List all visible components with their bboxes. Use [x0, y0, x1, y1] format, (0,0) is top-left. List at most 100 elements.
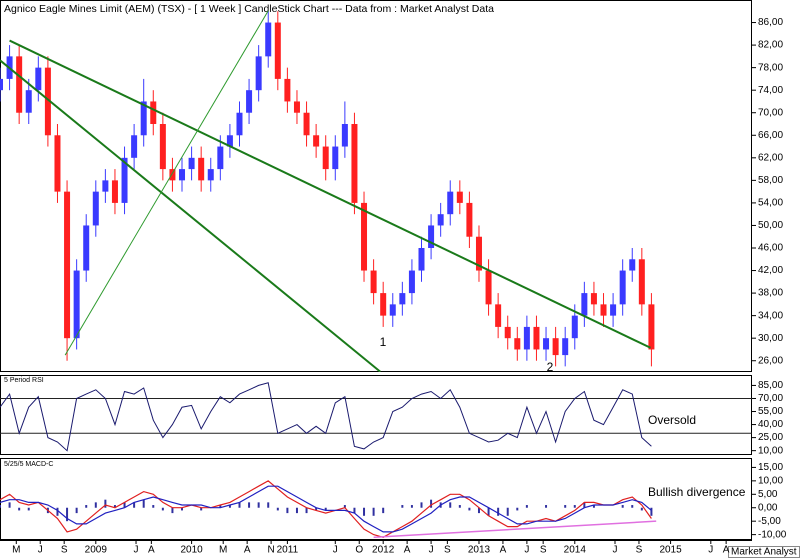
candle-body: [361, 202, 368, 271]
candle-body: [64, 191, 71, 339]
x-tick-label: O: [355, 545, 363, 556]
rsi-label: 5 Period RSI: [4, 377, 44, 384]
x-tick-label: J: [333, 545, 338, 556]
candle-body: [638, 259, 645, 305]
y-tick-label: 25,00: [758, 432, 783, 443]
candle-body: [0, 78, 3, 91]
candle-body: [303, 112, 310, 136]
y-tick-label: 70,00: [758, 107, 783, 118]
y-tick-label: 0,00: [758, 502, 778, 513]
y-tick-label: 58,00: [758, 175, 783, 186]
macd-line: [0, 480, 652, 538]
candle-body: [447, 191, 454, 215]
y-tick-label: -10,00: [758, 529, 787, 540]
x-tick-label: A: [244, 545, 251, 556]
trendline: [64, 10, 269, 356]
x-tick-label: A: [500, 545, 507, 556]
x-tick-label: 2015: [659, 545, 682, 556]
candle-body: [380, 293, 387, 316]
y-tick-label: 66,00: [758, 130, 783, 141]
annotation: Oversold: [648, 413, 696, 427]
x-tick-label: M: [12, 545, 20, 556]
candle-body: [188, 157, 195, 170]
candle-body: [255, 56, 262, 91]
y-tick-label: 46,00: [758, 243, 783, 254]
y-tick-label: 40,00: [758, 419, 783, 430]
candle-body: [600, 304, 607, 316]
candle-body: [102, 180, 109, 192]
x-tick-label: A: [723, 545, 730, 556]
x-tick-label: M: [219, 545, 227, 556]
x-tick-label: J: [613, 545, 618, 556]
candle-body: [73, 270, 80, 339]
candle-body: [236, 112, 243, 136]
x-tick-label: A: [404, 545, 411, 556]
x-tick-label: 2009: [85, 545, 108, 556]
candle-body: [322, 146, 329, 170]
candle-body: [35, 67, 42, 91]
macd-label: 5/25/5 MACD-C: [4, 461, 53, 468]
y-tick-label: 70,00: [758, 393, 783, 404]
x-tick-label: J: [38, 545, 43, 556]
candle-body: [370, 270, 377, 294]
candle-body: [131, 135, 138, 158]
candle-body: [552, 338, 559, 356]
candle-body: [648, 304, 655, 350]
trendline: [9, 39, 651, 349]
x-tick-label: S: [540, 545, 547, 556]
candle-body: [246, 90, 253, 113]
x-tick-label: J: [134, 545, 139, 556]
y-tick-label: 15,00: [758, 462, 783, 473]
y-tick-label: 34,00: [758, 310, 783, 321]
x-tick-label: 2014: [564, 545, 587, 556]
macd: [0, 480, 657, 539]
candle-body: [293, 101, 300, 113]
candle-body: [44, 67, 51, 136]
rsi-panel: [0, 375, 752, 455]
candle-body: [562, 338, 569, 356]
annotation: 1: [380, 335, 387, 349]
candle-body: [217, 146, 224, 170]
x-tick-label: N: [267, 545, 274, 556]
candle-body: [418, 248, 425, 271]
y-tick-label: 26,00: [758, 355, 783, 366]
x-tick-label: J: [429, 545, 434, 556]
candle-body: [274, 22, 281, 79]
y-tick-label: 55,00: [758, 406, 783, 417]
y-tick-label: 50,00: [758, 220, 783, 231]
x-tick-label: 2013: [468, 545, 491, 556]
candle-body: [533, 326, 540, 350]
annotation: Bullish divergence: [648, 485, 746, 499]
candle-body: [408, 270, 415, 294]
candle-body: [590, 293, 597, 305]
x-tick-label: 2012: [372, 545, 395, 556]
candle-body: [179, 169, 186, 181]
candle-body: [341, 124, 348, 147]
chart-title: Agnico Eagle Mines Limit (AEM) (TSX) - […: [4, 3, 494, 15]
candle-body: [121, 157, 128, 203]
y-tick-label: 74,00: [758, 85, 783, 96]
y-tick-label: 62,00: [758, 152, 783, 163]
candle-body: [25, 90, 32, 113]
y-tick-label: 5,00: [758, 489, 778, 500]
candle-body: [159, 124, 166, 170]
candle-body: [140, 101, 147, 136]
y-tick-label: 78,00: [758, 62, 783, 73]
footer: Market Analyst 6: [731, 547, 800, 558]
candle-body: [581, 293, 588, 316]
x-tick-label: S: [444, 545, 451, 556]
candle-body: [428, 225, 435, 248]
candle-body: [543, 338, 550, 350]
y-tick-label: 38,00: [758, 288, 783, 299]
candle-body: [485, 270, 492, 305]
y-tick-label: 86,00: [758, 17, 783, 28]
candle-body: [389, 304, 396, 316]
y-tick-label: 54,00: [758, 198, 783, 209]
candle-body: [284, 78, 291, 102]
x-tick-label: S: [636, 545, 643, 556]
y-tick-label: -5,00: [758, 516, 781, 527]
candle-body: [226, 135, 233, 147]
candle-body: [150, 101, 157, 124]
candle-body: [54, 135, 61, 192]
